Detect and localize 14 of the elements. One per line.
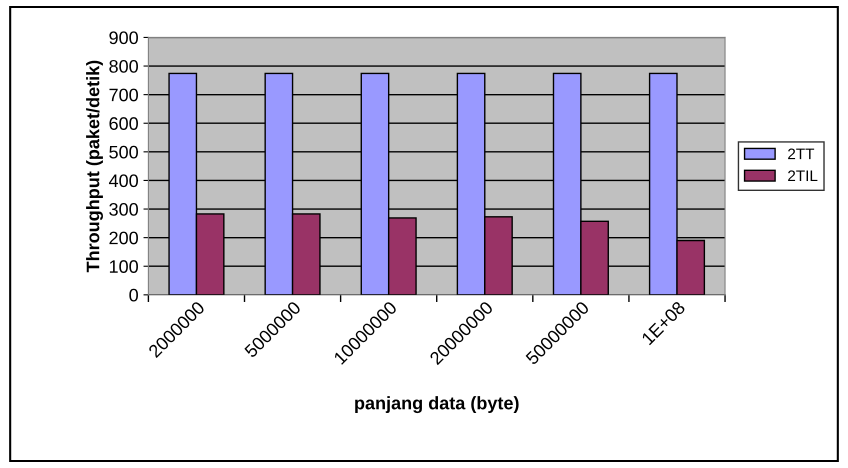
y-tick-label: 0 <box>129 288 138 302</box>
y-tick-label: 200 <box>109 232 138 244</box>
y-tick-label: 400 <box>108 174 138 188</box>
y-axis-title: Throughput (paket/detik) <box>86 60 103 272</box>
x-axis-title: panjang data (byte) <box>355 396 519 414</box>
y-tick-label: 300 <box>109 202 138 216</box>
legend-label: 2TIL <box>788 170 818 182</box>
y-tick-label: 900 <box>109 31 138 44</box>
y-tick-label: 500 <box>109 146 138 159</box>
y-tick-label: 800 <box>109 60 138 73</box>
y-tick-label: 600 <box>109 117 138 130</box>
legend-label: 2TT <box>788 148 814 160</box>
y-tick-label: 700 <box>109 88 138 102</box>
y-tick-label: 100 <box>110 260 138 273</box>
